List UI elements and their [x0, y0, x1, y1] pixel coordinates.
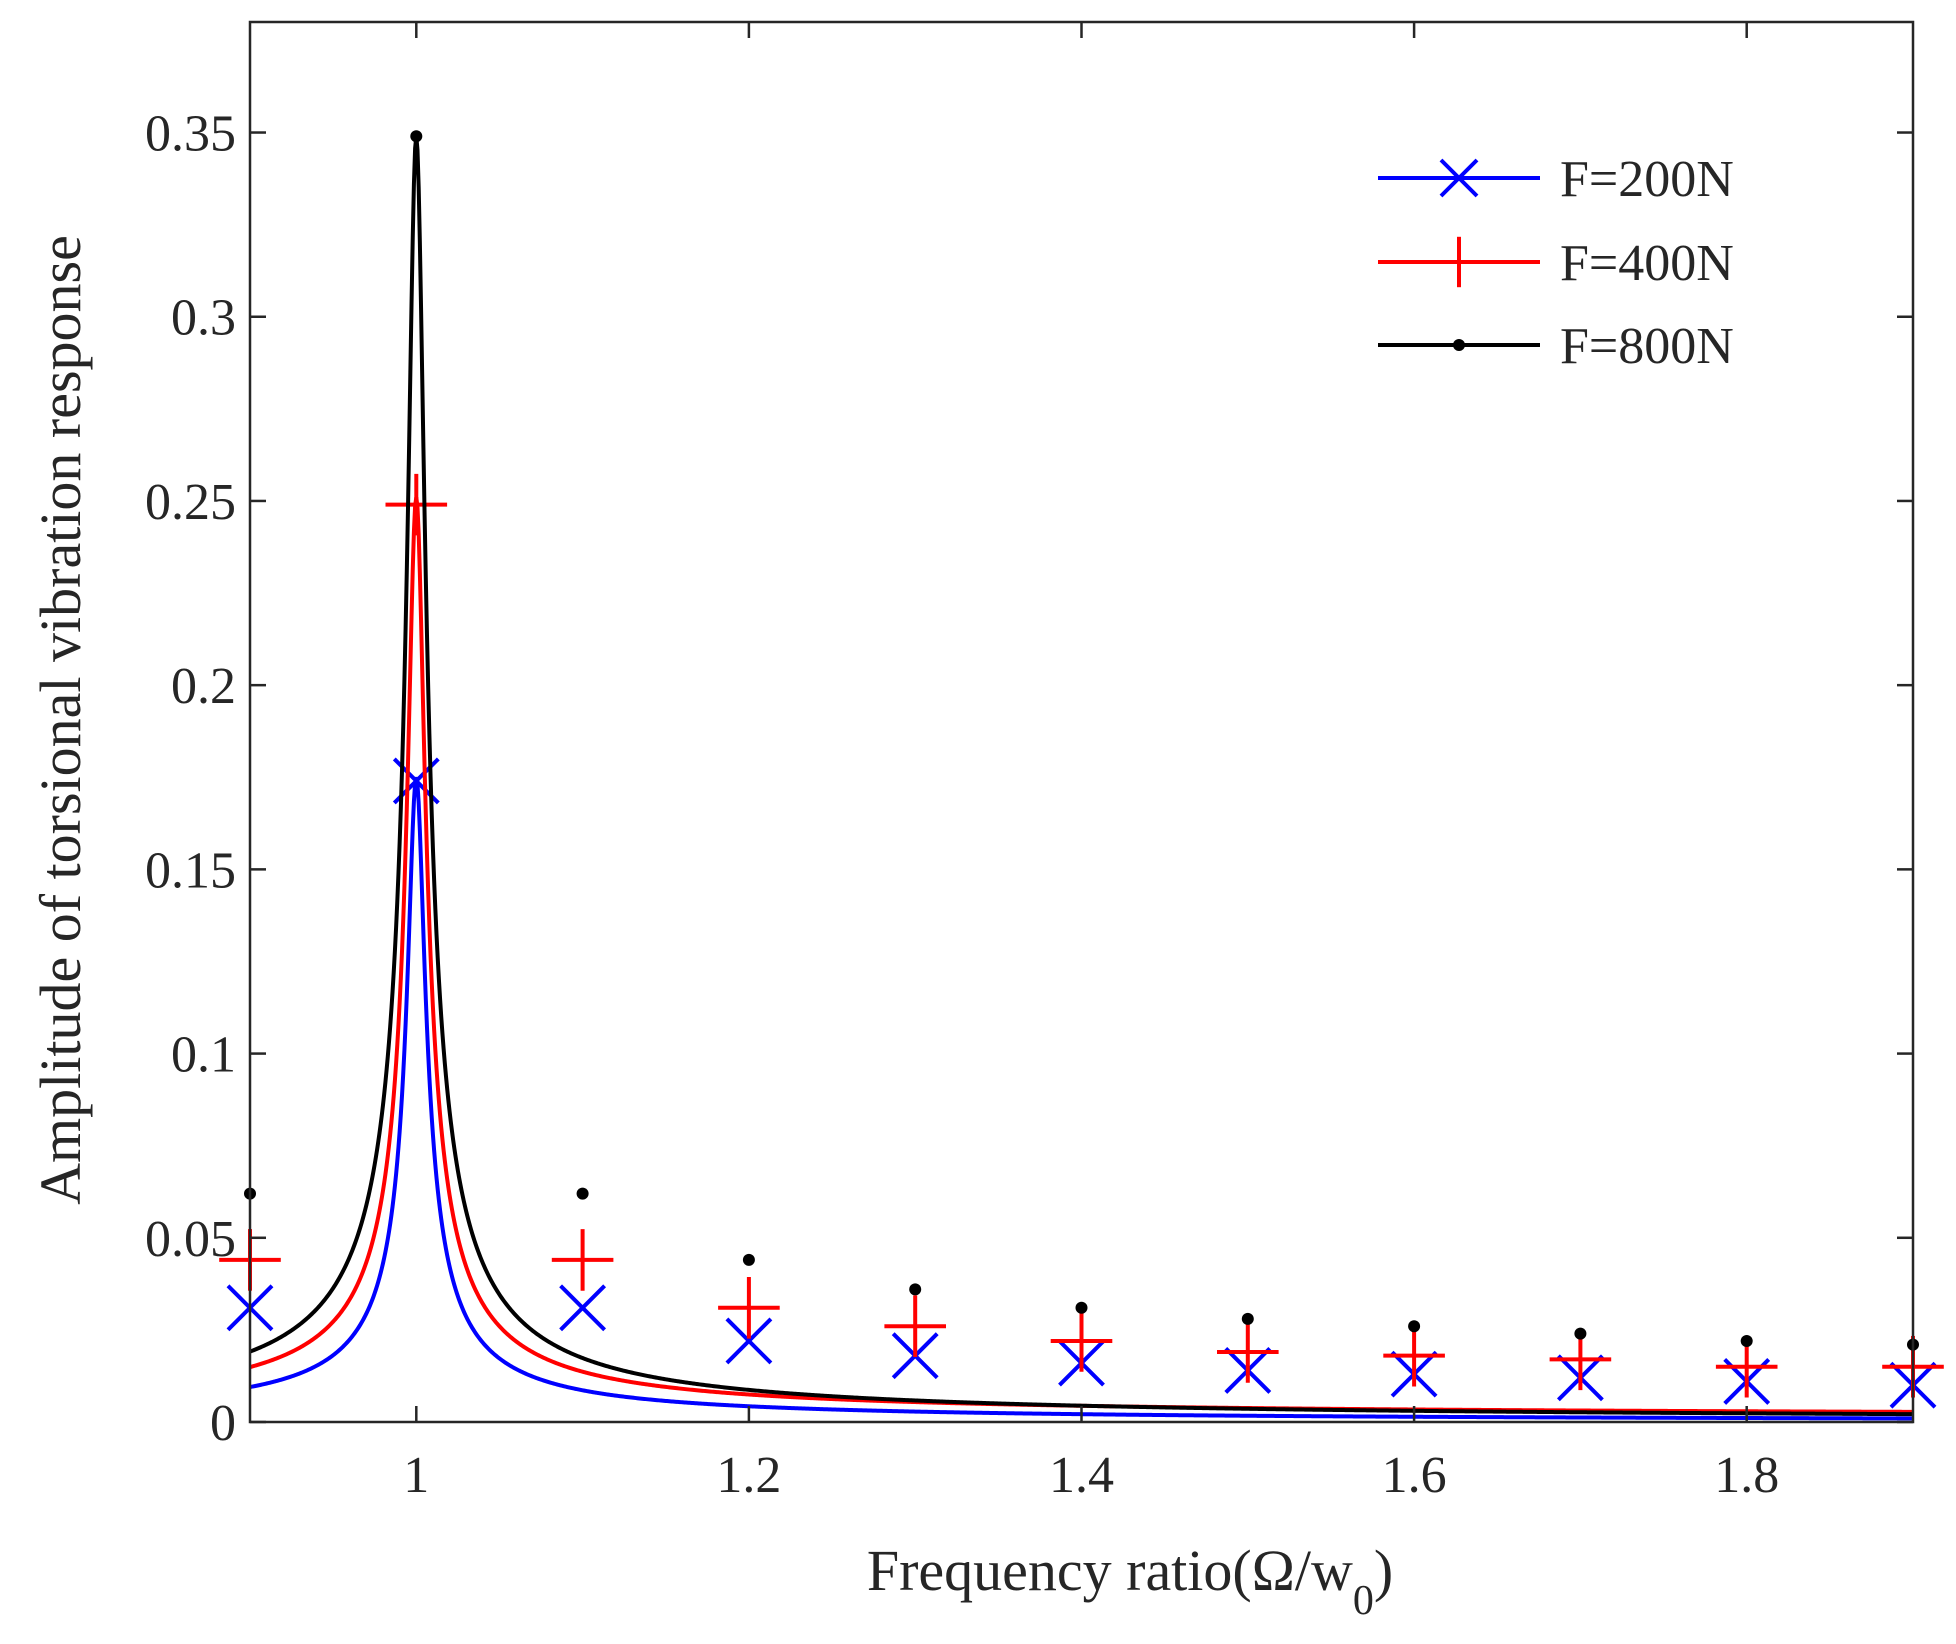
- y-tick-label: 0: [210, 1395, 236, 1452]
- data-marker-plus: [1217, 1321, 1279, 1383]
- x-tick-label: 1: [403, 1447, 429, 1504]
- data-marker-dot: [909, 1283, 922, 1296]
- data-marker-dot: [1453, 339, 1465, 351]
- data-marker-plus: [1383, 1324, 1445, 1387]
- data-marker-dot: [410, 130, 423, 143]
- legend-label: F=800N: [1560, 318, 1734, 375]
- x-tick-label: 1.4: [1049, 1447, 1114, 1504]
- legend-label: F=200N: [1560, 151, 1734, 208]
- series-line: [249, 496, 1913, 1414]
- data-marker-dot: [1408, 1320, 1421, 1333]
- x-tick-label: 1.2: [716, 1447, 781, 1504]
- y-tick-label: 0.2: [171, 658, 236, 715]
- y-tick-label: 0.25: [145, 474, 236, 531]
- x-tick-label: 1.6: [1382, 1447, 1447, 1504]
- data-marker-plus: [1050, 1310, 1113, 1372]
- data-marker-dot: [1574, 1327, 1587, 1340]
- series-F=400N: [219, 473, 1944, 1414]
- legend-label: F=400N: [1560, 235, 1734, 292]
- y-axis-label: Amplitude of torsional vibration respons…: [28, 235, 93, 1205]
- data-marker-dot: [1075, 1301, 1088, 1314]
- data-marker-x: [559, 1284, 607, 1332]
- data-marker-dot: [742, 1253, 755, 1266]
- data-marker-plus: [718, 1276, 780, 1339]
- legend-item: F=200N: [1378, 151, 1734, 208]
- y-tick-label: 0.05: [145, 1211, 236, 1268]
- plot-frame: [248, 20, 1915, 1424]
- data-marker-plus: [1433, 236, 1485, 288]
- series-layer: [219, 130, 1944, 1421]
- data-marker-dot: [1740, 1334, 1753, 1347]
- data-marker-plus: [551, 1229, 614, 1291]
- series-F=800N: [244, 130, 1919, 1417]
- series-line: [249, 136, 1914, 1417]
- ticks-layer: 1 1.2 1.4 1.6 1.8 0 0.05 0.1 0.15 0.2 0.25 0.3 0.35: [145, 22, 1913, 1504]
- data-marker-dot: [1241, 1312, 1254, 1325]
- legend: F=200N F=400N F=800N: [1378, 151, 1734, 375]
- y-tick-label: 0.35: [145, 106, 236, 163]
- data-marker-plus: [884, 1295, 946, 1358]
- legend-item: F=400N: [1378, 235, 1734, 292]
- y-tick-label: 0.3: [171, 290, 236, 347]
- legend-item: F=800N: [1378, 318, 1734, 375]
- x-axis-label: Frequency ratio(Ω/w0): [867, 1538, 1393, 1624]
- data-marker-x: [725, 1317, 773, 1365]
- x-tick-label: 1.8: [1714, 1447, 1779, 1504]
- data-marker-plus: [385, 473, 448, 536]
- y-tick-label: 0.15: [145, 842, 236, 899]
- y-tick-label: 0.1: [171, 1027, 236, 1084]
- data-marker-dot: [576, 1187, 589, 1200]
- data-marker-x: [1439, 158, 1479, 198]
